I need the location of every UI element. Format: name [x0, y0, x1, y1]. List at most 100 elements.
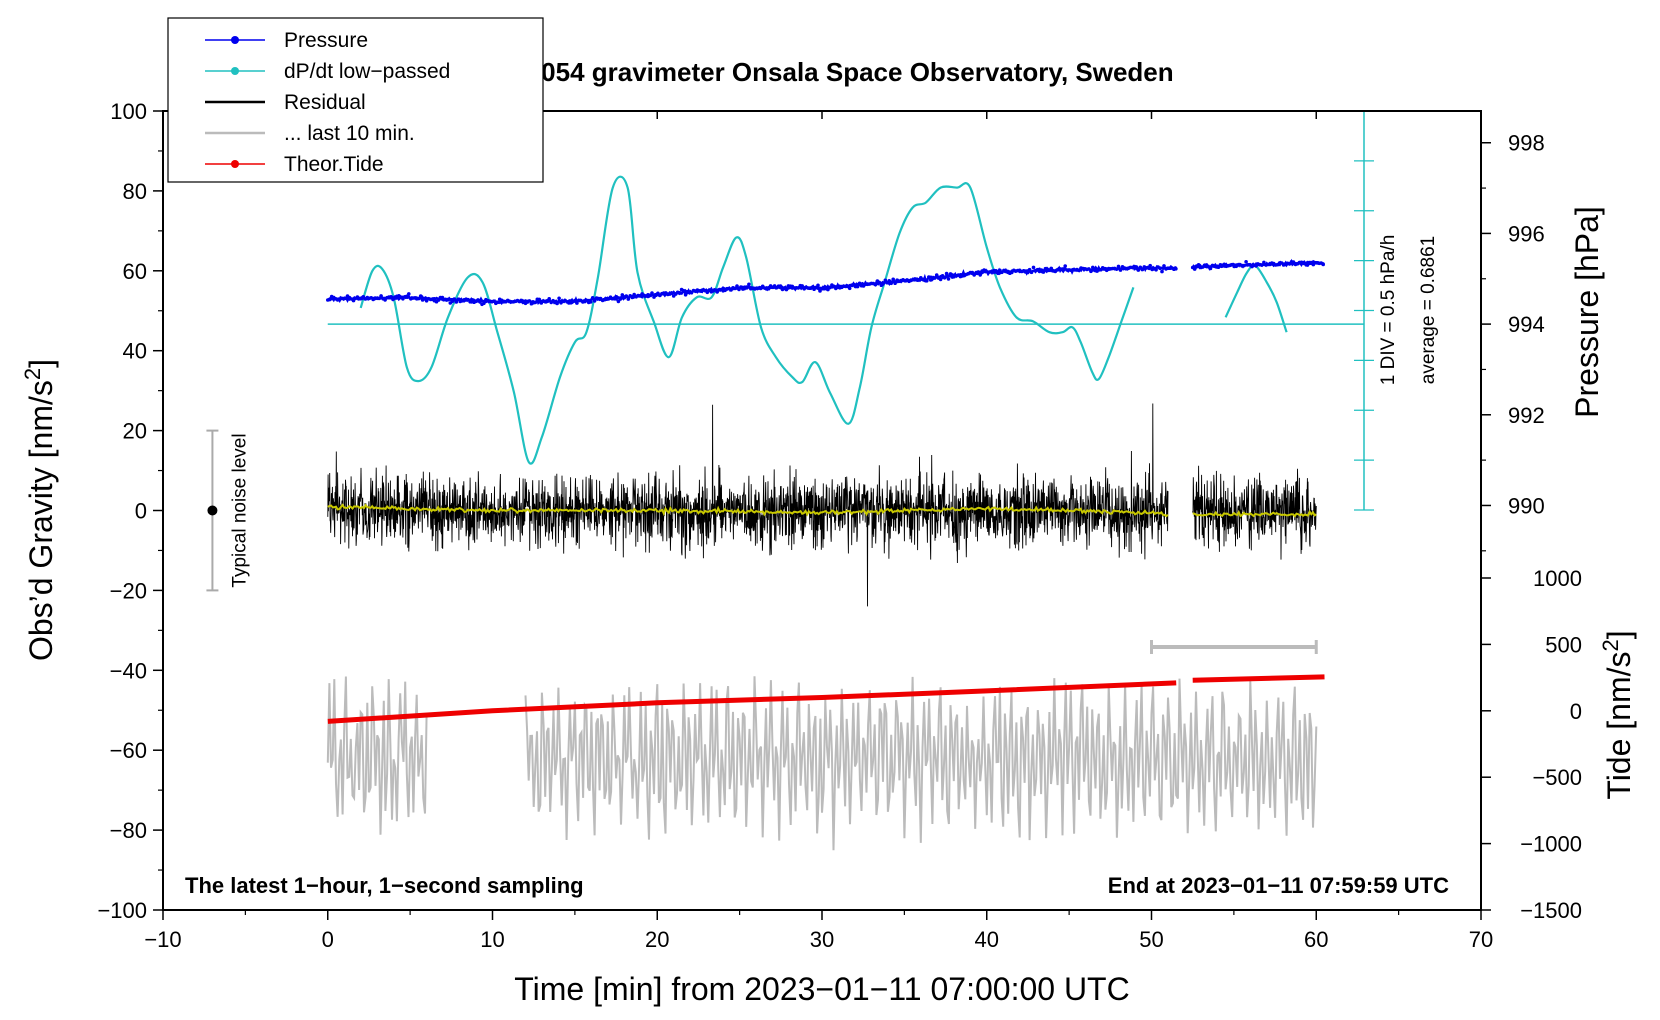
pressure-point	[377, 296, 382, 301]
pressure-point	[883, 278, 888, 283]
legend-item-4: ... last 10 min.	[205, 122, 415, 145]
pressure-point	[1061, 267, 1065, 271]
legend-label: ... last 10 min.	[284, 122, 415, 145]
tide-tick-label: 500	[1545, 632, 1582, 657]
pressure-point	[1305, 263, 1310, 267]
last-10-min-line-1	[326, 676, 428, 835]
pressure-point	[391, 297, 395, 302]
dpdt-line-2	[1224, 264, 1288, 333]
pressure-tick-label: 998	[1508, 131, 1545, 156]
x-tick-label: 50	[1139, 927, 1163, 952]
tide-tick-label: −500	[1532, 765, 1582, 790]
y-axis-title-left: Obs’d Gravity [nm/s2]	[20, 359, 59, 661]
pressure-point	[575, 301, 579, 305]
x-tick-label: 20	[645, 927, 669, 952]
pressure-point	[887, 279, 891, 283]
data-layer	[326, 175, 1364, 851]
pressure-point	[747, 282, 751, 287]
x-tick-label: 30	[810, 927, 834, 952]
chart-title: SCG_054 gravimeter Onsala Space Observat…	[470, 57, 1173, 87]
pressure-point	[946, 277, 951, 281]
pressure-point	[436, 298, 441, 302]
x-tick-label: 60	[1304, 927, 1328, 952]
pressure-point	[1244, 260, 1248, 264]
pressure-point	[855, 284, 860, 289]
pressure-point	[614, 295, 619, 299]
pressure-point	[816, 283, 820, 288]
pressure-point	[944, 271, 949, 276]
pressure-point	[881, 281, 886, 285]
legend: Pressure dP/dt low−passed Residual ... last…	[167, 17, 544, 183]
pressure-point	[978, 273, 982, 277]
end-time-annotation: End at 2023−01−11 07:59:59 UTC	[1108, 873, 1449, 898]
pressure-point	[766, 286, 771, 291]
pressure-point	[948, 272, 953, 276]
x-tick-label: 40	[975, 927, 999, 952]
pressure-tick-label: 996	[1508, 221, 1545, 246]
axes-layer: −10 0 10 20 30 40 50 60 70100806040200−20−40−60−…	[97, 99, 1582, 952]
pressure-point	[927, 275, 931, 279]
pressure-point	[996, 271, 1000, 276]
noise-bar-center-dot	[207, 505, 218, 516]
pressure-point	[1027, 267, 1032, 272]
legend-label: Residual	[284, 91, 366, 114]
residual-line-2	[1192, 465, 1317, 560]
pressure-point	[1260, 263, 1264, 267]
pressure-point	[1134, 265, 1139, 269]
pressure-point	[1321, 262, 1325, 267]
pressure-point	[994, 269, 998, 273]
pressure-point	[416, 296, 421, 301]
legend-item-2: dP/dt low−passed	[205, 60, 450, 83]
dpdt-scale-label: 1 DIV = 0.5 hPa/h	[1378, 235, 1399, 386]
pressure-series-1	[326, 263, 1178, 307]
x-tick-label: 10	[480, 927, 504, 952]
pressure-point	[942, 276, 947, 280]
noise-bar-label: Typical noise level	[229, 433, 250, 587]
y-tick-label: −100	[97, 898, 147, 923]
x-tick-label: −10	[144, 927, 181, 952]
pressure-point	[1091, 265, 1095, 270]
pressure-point	[379, 294, 383, 298]
pressure-point	[800, 284, 804, 288]
x-tick-label: 0	[322, 927, 334, 952]
pressure-tick-label: 990	[1508, 493, 1545, 518]
pressure-point	[1031, 265, 1036, 270]
pressure-point	[1160, 269, 1164, 274]
pressure-point	[1174, 267, 1178, 271]
pressure-point	[891, 277, 895, 282]
legend-swatch-dot	[231, 67, 239, 75]
tide-tick-label: −1000	[1520, 832, 1582, 857]
legend-box	[167, 17, 544, 183]
pressure-point	[1063, 264, 1067, 268]
pressure-point	[557, 296, 561, 301]
pressure-point	[681, 288, 686, 293]
pressure-point	[1136, 268, 1141, 272]
pressure-point	[925, 279, 929, 283]
y-tick-label: 100	[110, 99, 147, 124]
pressure-point	[784, 287, 789, 292]
pressure-point	[1089, 269, 1093, 274]
pressure-point	[1116, 264, 1121, 269]
tide-line-2	[1192, 674, 1325, 683]
pressure-point	[745, 285, 749, 289]
pressure-point	[547, 297, 551, 301]
pressure-point	[573, 298, 577, 303]
y-tick-label: 0	[135, 499, 147, 524]
decorations-layer: Typical noise level 1 DIV = 0.5 hPa/h aver…	[206, 110, 1439, 654]
y-axis-title-pressure: Pressure [hPa]	[1569, 206, 1605, 418]
pressure-point	[976, 270, 980, 274]
tide-tick-label: 1000	[1533, 566, 1582, 591]
pressure-point	[970, 270, 975, 275]
residual-lowpass-line-1	[327, 503, 1169, 518]
pressure-point	[934, 273, 939, 277]
pressure-point	[478, 300, 482, 304]
y-tick-label: −60	[110, 738, 147, 763]
pressure-point	[327, 297, 332, 302]
pressure-point	[624, 294, 629, 298]
y-tick-label: −40	[110, 658, 147, 683]
pressure-point	[1025, 270, 1030, 275]
pressure-point	[533, 300, 538, 305]
legend-swatch-dot	[231, 36, 239, 44]
tide-tick-label: −1500	[1520, 898, 1582, 923]
